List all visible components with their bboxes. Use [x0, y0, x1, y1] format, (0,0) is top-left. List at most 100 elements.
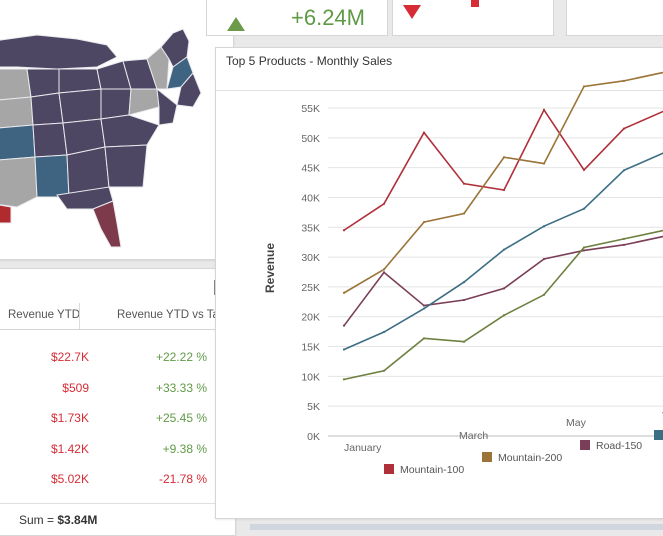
state-region[interactable]	[0, 125, 35, 161]
state-region[interactable]	[105, 145, 147, 187]
data-point[interactable]	[623, 80, 625, 82]
state-region[interactable]	[59, 89, 101, 123]
legend-swatch[interactable]	[482, 452, 492, 462]
data-point[interactable]	[503, 249, 505, 251]
data-point[interactable]	[503, 287, 505, 289]
y-tick-label: 40K	[301, 192, 320, 204]
cell-revenue-vs-target: -21.78 %	[0, 472, 207, 486]
legend-label[interactable]: Road-150	[596, 440, 642, 452]
data-point[interactable]	[343, 325, 345, 327]
state-region[interactable]	[27, 69, 59, 97]
state-region[interactable]	[0, 69, 31, 101]
data-point[interactable]	[463, 341, 465, 343]
kpi-card-revenue[interactable]: +6.24M	[206, 0, 388, 36]
data-point[interactable]	[343, 348, 345, 350]
trend-up-icon	[227, 17, 245, 31]
x-tick-label: May	[566, 417, 587, 429]
data-point[interactable]	[623, 169, 625, 171]
state-region[interactable]	[0, 35, 117, 69]
y-tick-label: 50K	[301, 133, 320, 145]
y-tick-label: 35K	[301, 222, 320, 234]
data-point[interactable]	[623, 244, 625, 246]
legend-label[interactable]: Mountain-200	[498, 452, 562, 464]
state-region[interactable]	[101, 89, 131, 119]
series-line[interactable]	[344, 219, 663, 379]
state-region[interactable]	[31, 93, 63, 125]
data-point[interactable]	[463, 212, 465, 214]
data-point[interactable]	[343, 229, 345, 231]
y-tick-label: 55K	[301, 103, 320, 115]
data-point[interactable]	[343, 378, 345, 380]
series-line[interactable]	[344, 94, 663, 231]
y-tick-label: 30K	[301, 252, 320, 264]
y-tick-label: 0K	[307, 431, 320, 443]
data-point[interactable]	[543, 294, 545, 296]
column-header-revenue-ytd[interactable]: Revenue YTD	[8, 309, 80, 321]
data-point[interactable]	[503, 156, 505, 158]
sum-divider	[0, 503, 235, 504]
data-point[interactable]	[423, 307, 425, 309]
data-point[interactable]	[383, 268, 385, 270]
data-point[interactable]	[543, 109, 545, 111]
x-tick-label: March	[459, 430, 488, 442]
x-tick-label: January	[344, 442, 382, 454]
legend-swatch[interactable]	[384, 464, 394, 474]
y-axis-label: Revenue	[263, 243, 277, 293]
y-tick-label: 45K	[301, 163, 320, 175]
legend-swatch[interactable]	[580, 440, 590, 450]
data-point[interactable]	[423, 221, 425, 223]
state-region[interactable]	[101, 115, 159, 147]
data-point[interactable]	[463, 183, 465, 185]
data-point[interactable]	[503, 189, 505, 191]
state-region[interactable]	[33, 123, 67, 157]
state-region[interactable]	[0, 97, 33, 129]
state-region[interactable]	[35, 155, 69, 197]
cell-revenue-vs-target: +9.38 %	[0, 442, 207, 456]
series-line[interactable]	[344, 61, 663, 293]
data-point[interactable]	[623, 127, 625, 129]
data-point[interactable]	[423, 132, 425, 134]
data-point[interactable]	[583, 85, 585, 87]
state-region[interactable]	[129, 89, 159, 115]
data-point[interactable]	[543, 225, 545, 227]
us-choropleth-map[interactable]	[0, 0, 233, 259]
column-separator	[79, 303, 80, 329]
scrollbar-track[interactable]	[250, 524, 663, 530]
state-region[interactable]	[0, 157, 37, 207]
data-point[interactable]	[463, 281, 465, 283]
data-point[interactable]	[543, 258, 545, 260]
data-point[interactable]	[583, 249, 585, 251]
kpi-card-3[interactable]	[566, 0, 663, 36]
map-panel	[0, 0, 234, 260]
cell-revenue-vs-target: +33.33 %	[0, 381, 207, 395]
legend-swatch[interactable]	[654, 430, 663, 440]
y-tick-label: 15K	[301, 342, 320, 354]
state-region[interactable]	[93, 201, 121, 247]
y-tick-label: 10K	[301, 371, 320, 383]
kpi-card-2[interactable]	[392, 0, 554, 36]
sum-label: Sum =	[19, 513, 57, 527]
data-point[interactable]	[583, 246, 585, 248]
data-point[interactable]	[423, 337, 425, 339]
data-point[interactable]	[423, 304, 425, 306]
line-chart[interactable]: 0K5K10K15K20K25K30K35K40K45K50K55KJanuar…	[216, 48, 663, 518]
data-point[interactable]	[583, 169, 585, 171]
legend-label[interactable]: Mountain-100	[400, 464, 464, 476]
data-point[interactable]	[383, 331, 385, 333]
data-point[interactable]	[343, 292, 345, 294]
data-point[interactable]	[383, 271, 385, 273]
data-point[interactable]	[623, 238, 625, 240]
series-line[interactable]	[344, 222, 663, 326]
kpi-value-fragment	[471, 0, 479, 7]
state-region[interactable]	[157, 89, 177, 125]
data-point[interactable]	[503, 314, 505, 316]
trend-down-icon	[403, 5, 421, 19]
products-grid-panel: Revenue YTD Revenue YTD vs Target $22.7K…	[0, 268, 236, 536]
map-states[interactable]	[0, 29, 201, 247]
data-point[interactable]	[383, 203, 385, 205]
data-point[interactable]	[543, 162, 545, 164]
data-point[interactable]	[383, 370, 385, 372]
data-point[interactable]	[583, 208, 585, 210]
data-point[interactable]	[463, 299, 465, 301]
